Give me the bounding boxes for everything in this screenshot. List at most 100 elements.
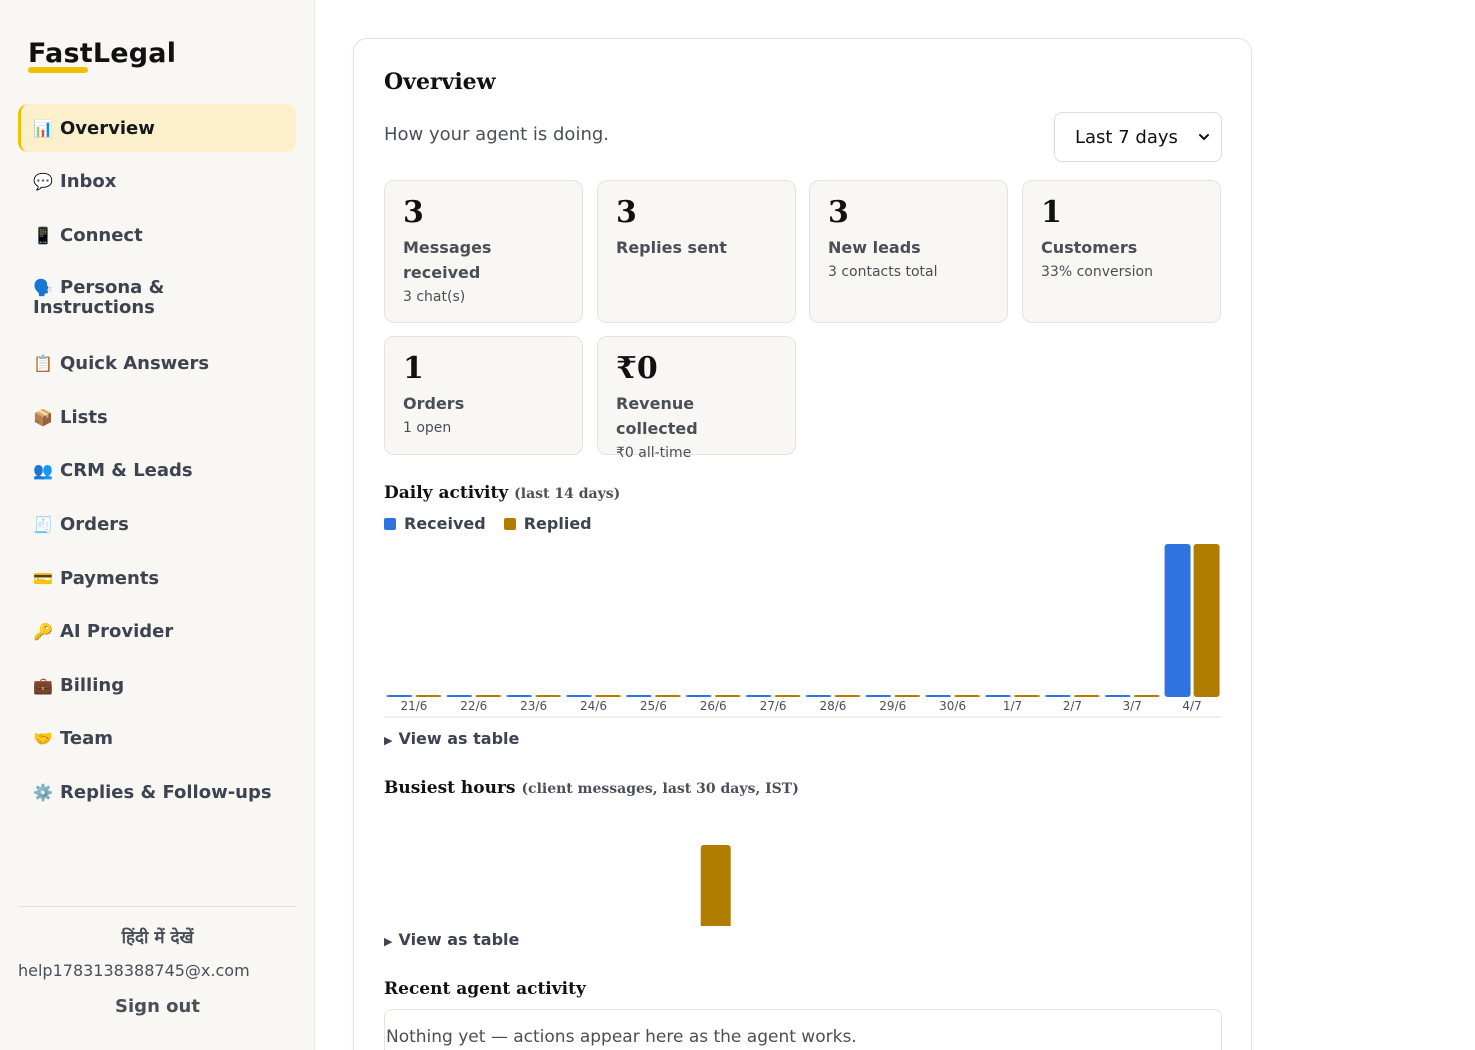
chart-legend: Received Replied [384, 514, 592, 533]
speaking-head-icon: 🗣️ [33, 278, 53, 297]
date-range-value: Last 7 days [1075, 126, 1178, 148]
recent-activity-list: Nothing yet — actions appear here as the… [384, 1009, 1222, 1050]
people-icon: 👥 [33, 460, 53, 480]
overview-card: Overview How your agent is doing. Last 7… [353, 38, 1252, 1050]
sidebar-item-ai-provider[interactable]: 🔑 AI Provider [18, 607, 296, 655]
page-subtitle: How your agent is doing. [384, 124, 609, 145]
package-icon: 📦 [33, 407, 53, 427]
x-tick-label: 25/6 [640, 699, 667, 713]
sidebar-item-label: Team [60, 727, 113, 749]
sidebar-item-overview[interactable]: 📊 Overview [18, 104, 296, 152]
briefcase-icon: 💼 [33, 675, 53, 695]
stat-messages-received: 3 Messages received 3 chat(s) [384, 180, 583, 323]
legend-item-received: Received [384, 514, 486, 533]
sidebar-item-team[interactable]: 🤝 Team [18, 714, 296, 762]
bar-received-25/6 [625, 695, 652, 697]
sidebar-item-label: CRM & Leads [60, 459, 193, 481]
sidebar-item-quick-answers[interactable]: 📋 Quick Answers [18, 339, 296, 387]
sidebar-item-persona[interactable]: 🗣️ Persona & Instructions [18, 274, 296, 330]
sidebar-divider [18, 906, 296, 907]
language-toggle-link[interactable]: हिंदी में देखें [121, 928, 194, 948]
stat-sub: ₹0 all-time [616, 445, 692, 461]
stat-label: Messages received [403, 238, 492, 282]
disclosure-triangle-icon: ▶ [384, 935, 393, 948]
sidebar-item-connect[interactable]: 📱 Connect [18, 211, 296, 259]
bar-received-23/6 [506, 695, 533, 697]
disclosure-triangle-icon: ▶ [384, 734, 393, 747]
stat-value: 3 [828, 195, 849, 230]
stat-orders: 1 Orders 1 open [384, 336, 583, 455]
bar-replied-22/6 [475, 695, 502, 697]
bar-replied-29/6 [894, 695, 921, 697]
stat-value: 3 [616, 195, 637, 230]
busiest-hours-chart: 036912151821 [700, 845, 731, 926]
stat-label: Customers [1041, 238, 1138, 257]
bar-replied-2/7 [1073, 695, 1100, 697]
bar-received-29/6 [865, 695, 892, 697]
bar-hour-9 [700, 845, 731, 926]
x-tick-label: 4/7 [1182, 699, 1201, 713]
x-tick-label: 26/6 [700, 699, 727, 713]
bar-received-3/7 [1104, 695, 1131, 697]
sidebar-item-label: Lists [60, 406, 108, 428]
bar-received-21/6 [386, 695, 413, 697]
sidebar-item-billing[interactable]: 💼 Billing [18, 661, 296, 709]
stat-value: ₹0 [616, 351, 658, 386]
busiest-hours-heading: Busiest hours (client messages, last 30 … [384, 778, 799, 798]
sidebar-item-inbox[interactable]: 💬 Inbox [18, 157, 296, 205]
brand-underline [28, 67, 88, 73]
sign-out-button[interactable]: Sign out [115, 996, 200, 1017]
toggle-label: View as table [398, 930, 520, 949]
phone-icon: 📱 [33, 225, 53, 245]
sidebar-item-label: Quick Answers [60, 352, 210, 374]
chevron-down-icon [1199, 134, 1209, 141]
speech-bubble-icon: 💬 [33, 171, 53, 191]
stat-label: Replies sent [616, 238, 727, 257]
x-tick-label: 21/6 [400, 699, 427, 713]
bar-replied-28/6 [834, 695, 861, 697]
sidebar-item-label: AI Provider [60, 620, 174, 642]
stat-label: New leads [828, 238, 921, 257]
sidebar-item-label: Inbox [60, 170, 117, 192]
hours-view-as-table-toggle[interactable]: ▶ View as table [384, 930, 519, 949]
bar-replied-25/6 [654, 695, 681, 697]
stat-value: 1 [403, 351, 424, 386]
stat-customers: 1 Customers 33% conversion [1022, 180, 1221, 323]
stat-revenue-collected: ₹0 Revenue collected ₹0 all-time [597, 336, 796, 461]
key-icon: 🔑 [33, 621, 53, 641]
daily-view-as-table-toggle[interactable]: ▶ View as table [384, 729, 519, 748]
legend-label: Replied [523, 514, 592, 533]
busiest-hours-note: (client messages, last 30 days, IST) [521, 781, 799, 797]
sidebar-item-label: Billing [60, 674, 125, 696]
sidebar-item-replies-followups[interactable]: ⚙️ Replies & Follow-ups [18, 768, 296, 816]
stat-replies-sent: 3 Replies sent [597, 180, 796, 323]
gear-icon: ⚙️ [33, 782, 53, 802]
sidebar-item-crm-leads[interactable]: 👥 CRM & Leads [18, 446, 296, 494]
date-range-select[interactable]: Last 7 days [1054, 112, 1222, 162]
bar-replied-1/7 [1014, 695, 1040, 697]
chart-icon: 📊 [33, 118, 53, 138]
empty-state-text: Nothing yet — actions appear here as the… [386, 1027, 857, 1047]
page-title: Overview [384, 69, 496, 95]
sidebar-item-payments[interactable]: 💳 Payments [18, 554, 296, 602]
bar-received-24/6 [566, 695, 592, 697]
bar-replied-27/6 [774, 695, 801, 697]
sidebar: FastLegal 📊 Overview 💬 Inbox 📱 Connect 🗣… [0, 0, 315, 1050]
x-tick-label: 23/6 [520, 699, 547, 713]
sidebar-item-label: Payments [60, 567, 160, 589]
stat-label: Orders [403, 394, 465, 413]
bar-received-26/6 [685, 695, 712, 697]
brand-logo[interactable]: FastLegal [28, 38, 177, 69]
x-tick-label: 1/7 [1003, 699, 1022, 713]
bar-received-30/6 [925, 695, 952, 697]
daily-activity-title: Daily activity [384, 483, 509, 503]
stat-new-leads: 3 New leads 3 contacts total [809, 180, 1008, 323]
sidebar-item-orders[interactable]: 🧾 Orders [18, 500, 296, 548]
bar-replied-24/6 [595, 695, 621, 697]
x-tick-label: 2/7 [1063, 699, 1082, 713]
daily-activity-chart: 21/6 22/6 23/6 24/6 25/6 26/6 27/6 28/6 29/6 30/6… [384, 544, 1222, 718]
legend-swatch [384, 517, 396, 530]
stat-sub: 3 contacts total [828, 264, 938, 280]
sidebar-item-lists[interactable]: 📦 Lists [18, 393, 296, 441]
x-tick-label: 22/6 [460, 699, 487, 713]
